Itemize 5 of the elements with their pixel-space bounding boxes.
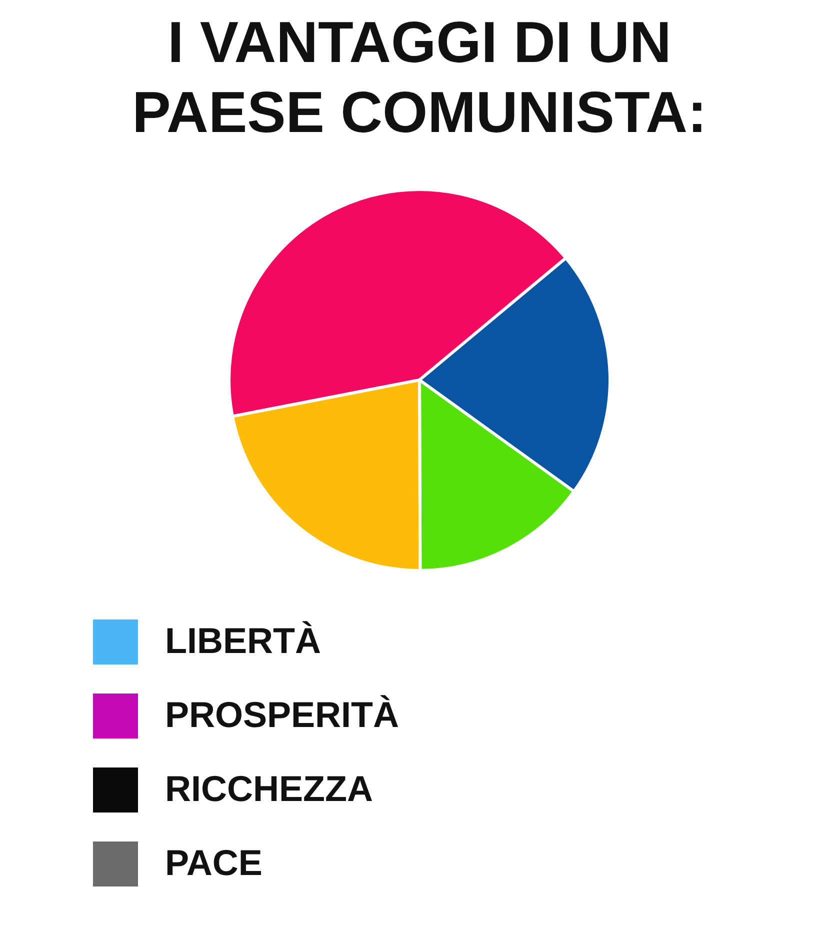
legend-label: PACE <box>165 842 262 883</box>
legend-label: PROSPERITÀ <box>165 694 400 735</box>
legend-label: LIBERTÀ <box>165 620 321 661</box>
legend-label: RICCHEZZA <box>165 768 373 809</box>
chart-title: I VANTAGGI DI UN PAESE COMUNISTA: <box>131 9 708 147</box>
